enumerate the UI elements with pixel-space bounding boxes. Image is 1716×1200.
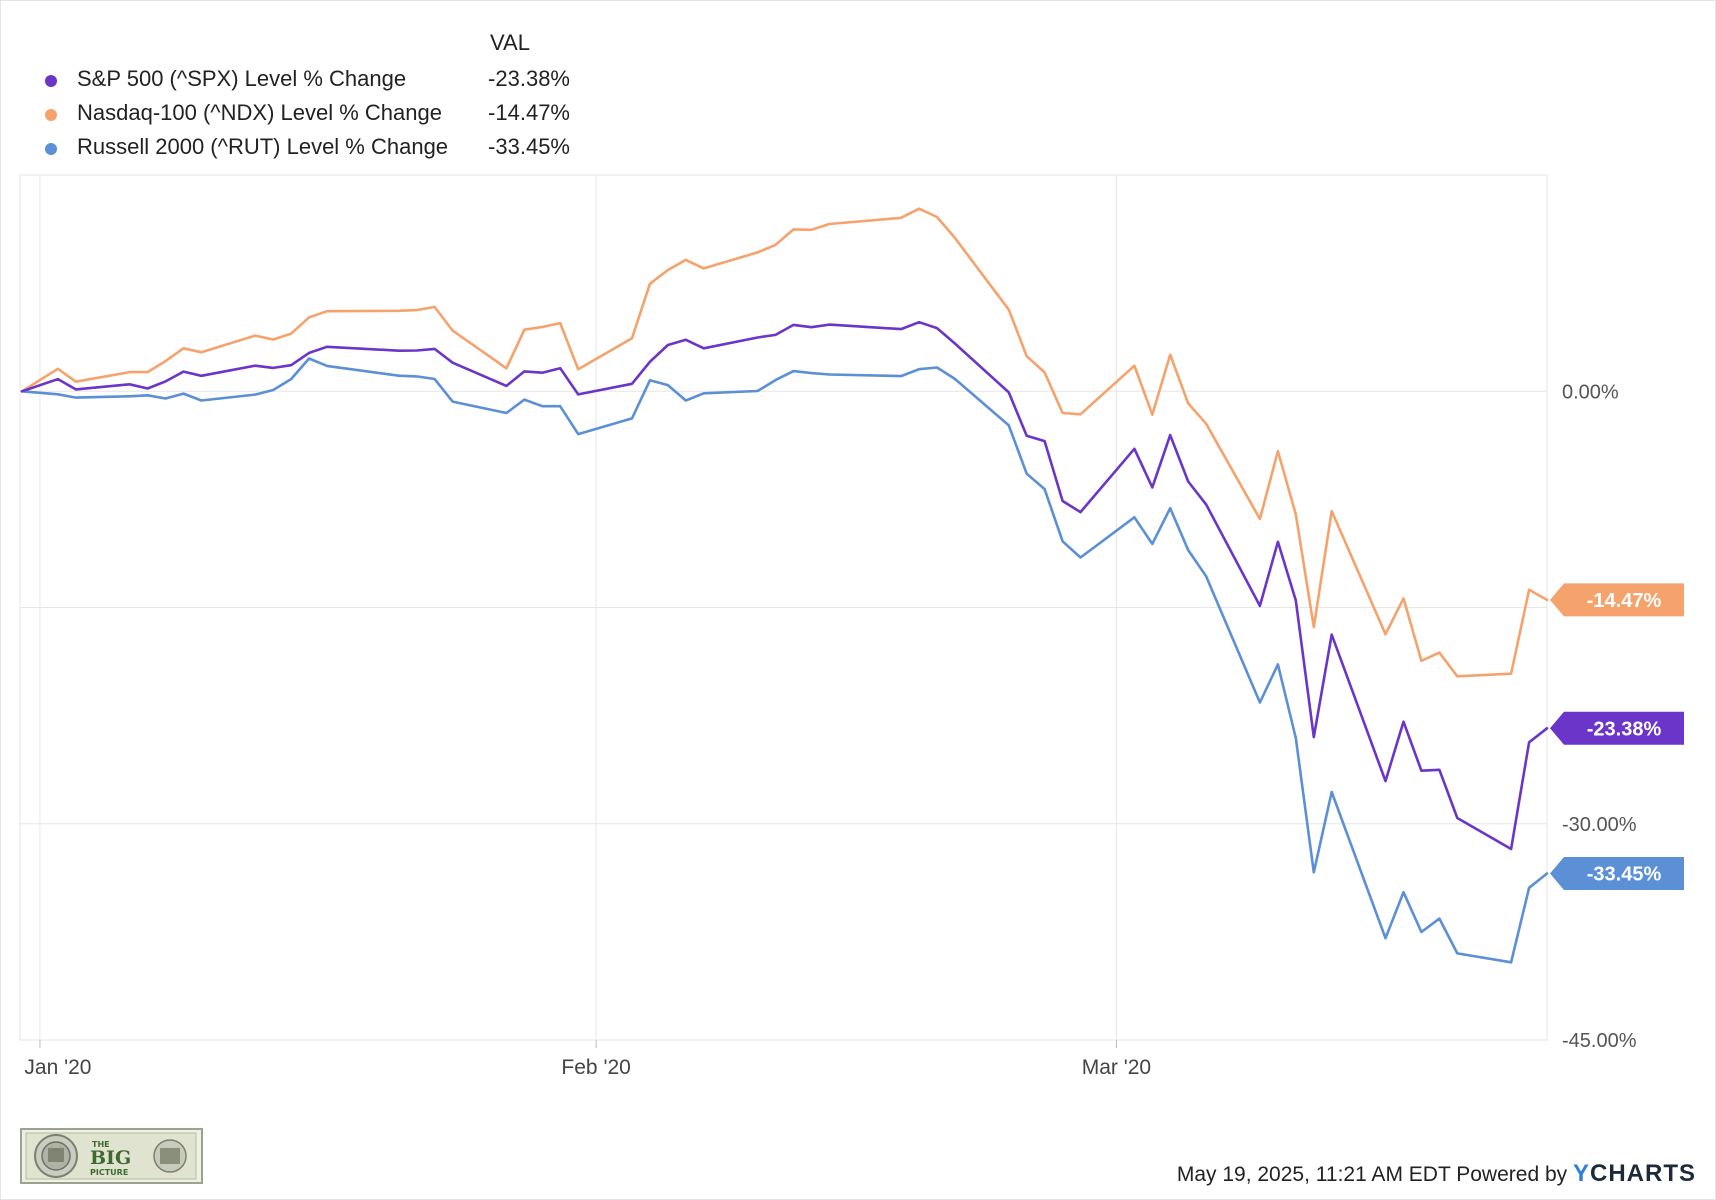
legend-value-spx: -23.38% xyxy=(488,66,570,91)
y-tick-label: -30.00% xyxy=(1562,814,1637,836)
end-label-spx: -23.38% xyxy=(1587,718,1662,740)
legend-marker-ndx xyxy=(45,109,57,121)
end-label-rut-bg xyxy=(1550,856,1684,890)
y-tick-label: 0.00% xyxy=(1562,381,1619,403)
legend-item-spx[interactable]: S&P 500 (^SPX) Level % Change -23.38% xyxy=(40,64,580,94)
legend-marker-spx xyxy=(45,75,57,87)
legend-value-header: VAL xyxy=(490,30,530,55)
ndx-line xyxy=(20,207,1549,678)
logo-text-the: THE xyxy=(92,1140,110,1149)
footer-attribution: May 19, 2025, 11:21 AM EDT Powered by YC… xyxy=(1177,1160,1696,1188)
end-label-ndx-bg xyxy=(1550,583,1684,617)
end-label-spx-bg xyxy=(1550,711,1684,745)
footer-timestamp: May 19, 2025, 11:21 AM EDT xyxy=(1176,1163,1451,1186)
logo-text-picture: PICTURE xyxy=(90,1168,128,1177)
footer-powered-by: Powered by xyxy=(1456,1163,1568,1186)
logo-text-big: BIG xyxy=(90,1147,131,1169)
y-tick-label: -45.00% xyxy=(1562,1030,1637,1052)
spx-line xyxy=(20,320,1549,851)
end-label-ndx: -14.47% xyxy=(1587,590,1662,612)
legend-marker-rut xyxy=(45,143,57,155)
x-tick-label: Jan '20 xyxy=(24,1056,91,1079)
end-label-rut: -33.45% xyxy=(1587,863,1662,885)
legend-item-rut[interactable]: Russell 2000 (^RUT) Level % Change -33.4… xyxy=(40,132,580,162)
x-tick-label: Mar '20 xyxy=(1082,1056,1151,1079)
legend-label-rut: Russell 2000 (^RUT) Level % Change xyxy=(77,134,449,159)
rut-line xyxy=(20,357,1549,964)
x-tick-label: Feb '20 xyxy=(561,1056,630,1079)
legend-value-ndx: -14.47% xyxy=(488,100,570,125)
legend-label-spx: S&P 500 (^SPX) Level % Change xyxy=(77,66,407,91)
legend-item-ndx[interactable]: Nasdaq-100 (^NDX) Level % Change -14.47% xyxy=(40,98,580,128)
legend-value-rut: -33.45% xyxy=(488,134,570,159)
ycharts-logo[interactable]: YCHARTS xyxy=(1572,1160,1696,1187)
big-picture-logo: THE BIG PICTURE xyxy=(20,1128,203,1184)
legend-label-ndx: Nasdaq-100 (^NDX) Level % Change xyxy=(77,100,442,125)
line-chart: 0.00% -30.00% -45.00% Jan '20 Feb '20 Mar '20… xyxy=(19,174,1684,1079)
